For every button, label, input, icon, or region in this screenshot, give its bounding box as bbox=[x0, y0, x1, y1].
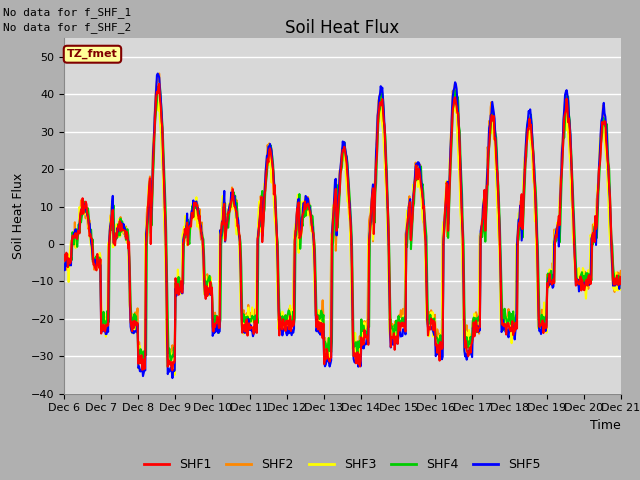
SHF1 bbox=[156, 81, 163, 86]
SHF3 bbox=[70, 229, 78, 235]
Legend: SHF1, SHF2, SHF3, SHF4, SHF5: SHF1, SHF2, SHF3, SHF4, SHF5 bbox=[139, 453, 546, 476]
SHF1 bbox=[70, 235, 78, 241]
Text: No data for f_SHF_2: No data for f_SHF_2 bbox=[3, 22, 131, 33]
SHF3 bbox=[60, 258, 68, 264]
SHF4 bbox=[412, 172, 419, 178]
SHF3 bbox=[186, 230, 193, 236]
Y-axis label: Soil Heat Flux: Soil Heat Flux bbox=[12, 173, 25, 259]
SHF5 bbox=[127, 328, 135, 334]
SHF5 bbox=[154, 71, 161, 76]
SHF1 bbox=[168, 368, 176, 373]
SHF4 bbox=[215, 330, 223, 336]
SHF5 bbox=[70, 230, 78, 236]
Line: SHF5: SHF5 bbox=[64, 73, 621, 378]
SHF2 bbox=[127, 315, 135, 321]
SHF3 bbox=[617, 287, 625, 292]
Line: SHF3: SHF3 bbox=[64, 90, 621, 375]
SHF3 bbox=[127, 310, 135, 316]
SHF2 bbox=[166, 358, 173, 364]
Text: No data for f_SHF_1: No data for f_SHF_1 bbox=[3, 7, 131, 18]
SHF3 bbox=[428, 319, 436, 324]
SHF4 bbox=[186, 241, 193, 247]
Title: Soil Heat Flux: Soil Heat Flux bbox=[285, 19, 399, 37]
SHF4 bbox=[127, 314, 135, 320]
SHF3 bbox=[215, 318, 223, 324]
SHF2 bbox=[215, 323, 223, 328]
Line: SHF2: SHF2 bbox=[64, 73, 621, 361]
SHF2 bbox=[60, 260, 68, 266]
SHF4 bbox=[141, 360, 148, 366]
SHF1 bbox=[617, 281, 625, 287]
SHF5 bbox=[60, 263, 68, 269]
SHF4 bbox=[428, 321, 436, 326]
SHF1 bbox=[186, 224, 193, 230]
SHF1 bbox=[412, 175, 419, 181]
SHF4 bbox=[70, 241, 78, 247]
Text: TZ_fmet: TZ_fmet bbox=[67, 49, 118, 60]
SHF2 bbox=[156, 71, 163, 76]
Line: SHF4: SHF4 bbox=[64, 87, 621, 363]
X-axis label: Time: Time bbox=[590, 419, 621, 432]
SHF1 bbox=[428, 319, 436, 324]
SHF3 bbox=[412, 175, 419, 181]
SHF1 bbox=[127, 324, 135, 330]
SHF5 bbox=[617, 277, 625, 283]
SHF2 bbox=[186, 224, 193, 230]
SHF5 bbox=[168, 375, 176, 381]
SHF2 bbox=[428, 310, 436, 315]
SHF5 bbox=[428, 326, 436, 332]
SHF2 bbox=[617, 268, 625, 274]
SHF5 bbox=[412, 164, 419, 169]
SHF3 bbox=[171, 372, 179, 378]
SHF2 bbox=[412, 160, 419, 166]
SHF3 bbox=[153, 87, 161, 93]
SHF2 bbox=[70, 241, 78, 247]
SHF4 bbox=[617, 276, 625, 282]
SHF1 bbox=[215, 325, 223, 331]
SHF1 bbox=[60, 252, 68, 258]
SHF5 bbox=[186, 225, 193, 230]
SHF5 bbox=[215, 329, 223, 335]
SHF4 bbox=[154, 84, 161, 90]
SHF4 bbox=[60, 263, 68, 268]
Line: SHF1: SHF1 bbox=[64, 84, 621, 371]
